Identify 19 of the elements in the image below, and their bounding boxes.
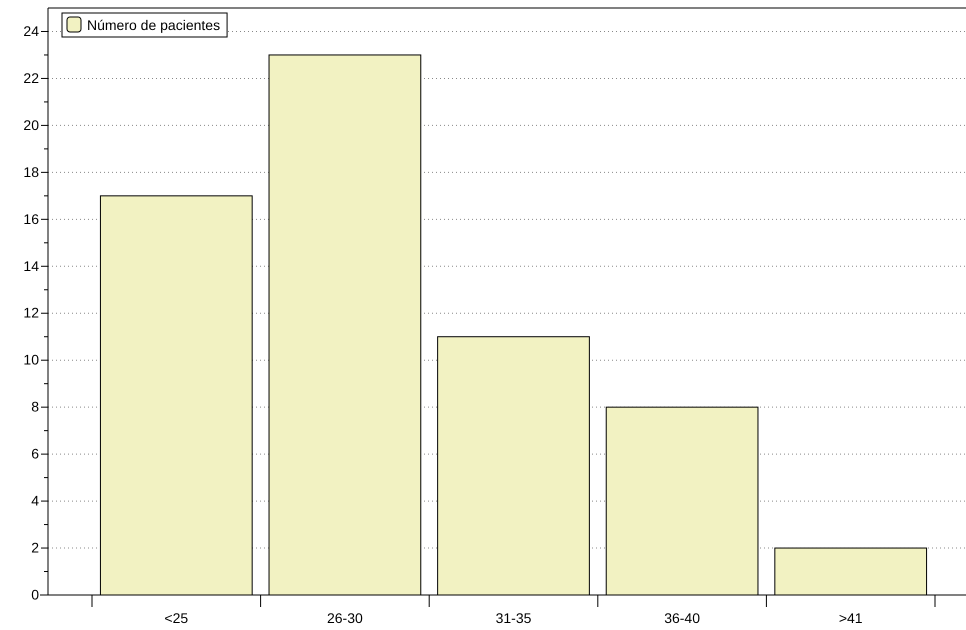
y-tick-label: 18 (23, 164, 40, 180)
y-tick-label: 0 (31, 586, 40, 602)
y-tick-label: 6 (31, 446, 40, 462)
x-tick-label: 31-35 (496, 610, 532, 626)
x-tick-label: <25 (164, 610, 188, 626)
y-tick-label: 22 (23, 70, 40, 86)
y-tick-label: 24 (23, 22, 40, 39)
y-tick-label: 16 (23, 210, 40, 227)
legend-label: Número de pacientes (87, 17, 220, 33)
y-tick-label: 2 (31, 540, 40, 556)
x-tick-label: 36-40 (664, 610, 700, 626)
y-tick-label: 8 (31, 398, 40, 415)
y-tick-label: 12 (23, 304, 40, 321)
y-tick-label: 14 (23, 258, 40, 274)
y-tick-label: 4 (31, 492, 40, 509)
x-tick-label: 26-30 (326, 610, 364, 626)
y-tick-label: 10 (23, 352, 40, 368)
x-tick-label: >41 (838, 610, 863, 626)
y-tick-label: 20 (23, 116, 40, 133)
